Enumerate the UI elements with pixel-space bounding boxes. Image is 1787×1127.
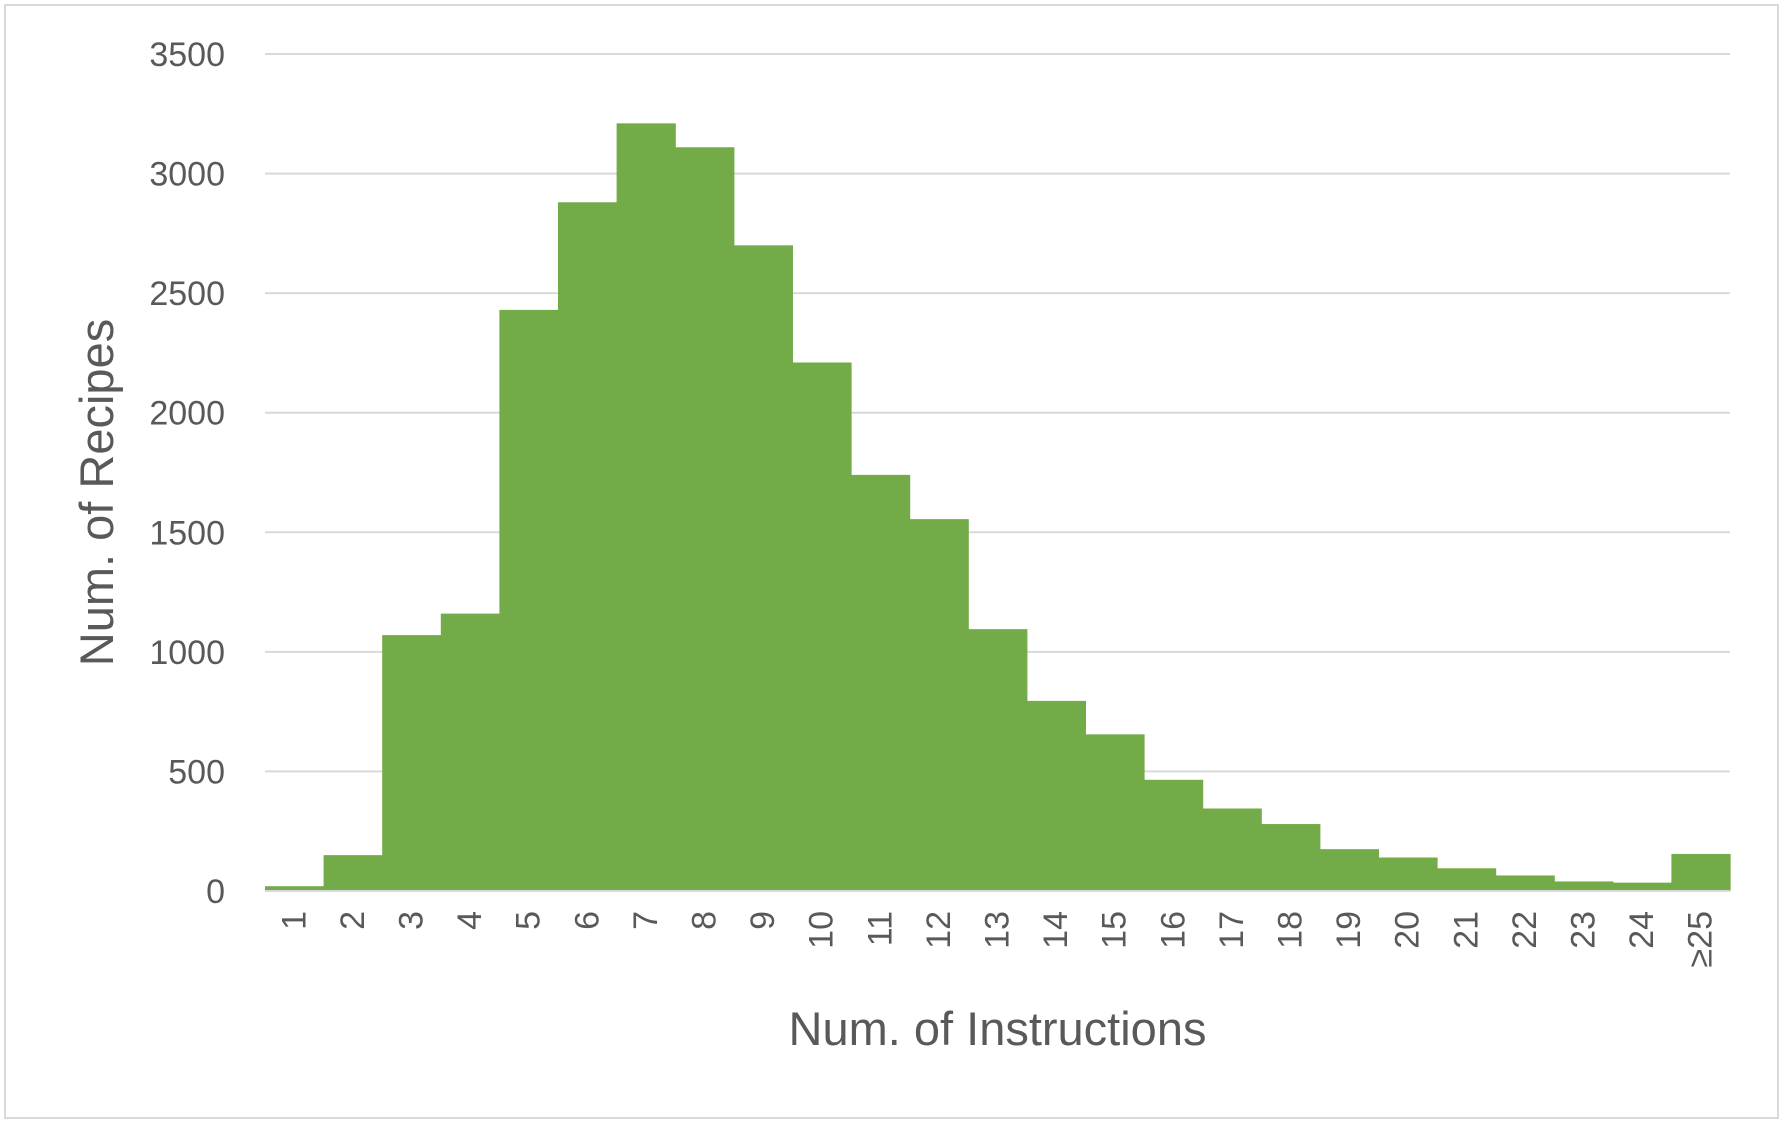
x-tick-label: 19 [1330, 911, 1368, 949]
bar [1144, 779, 1204, 891]
y-tick-label: 1500 [149, 514, 225, 552]
x-tick-label: 20 [1389, 911, 1427, 949]
x-tick-labels: 1 2 3 4 5 6 7 8 9 10 11 12 13 14 15 16 17 18 19 20 21 22 23 24 ≥… [275, 911, 1719, 967]
y-tick-label: 500 [168, 753, 225, 791]
x-tick-label: 18 [1272, 911, 1310, 949]
x-axis-title: Num. of Instructions [789, 1002, 1207, 1055]
bar [382, 635, 442, 891]
bar [616, 123, 676, 891]
bar [499, 309, 559, 892]
y-tick-label: 3000 [149, 156, 225, 194]
y-tick-label: 0 [206, 873, 225, 911]
bar [909, 519, 969, 891]
x-tick-label: 23 [1565, 911, 1603, 949]
x-tick-label: 24 [1623, 911, 1661, 949]
x-tick-label: 7 [627, 911, 665, 930]
bars [265, 123, 1731, 892]
bar [1437, 868, 1497, 891]
y-tick-label: 3500 [149, 36, 225, 74]
y-tick-label: 2000 [149, 395, 225, 433]
x-tick-label: 17 [1213, 911, 1251, 949]
x-tick-label: 11 [861, 911, 899, 946]
bar [558, 202, 618, 892]
x-tick-label: 22 [1506, 911, 1544, 949]
x-tick-label: 10 [803, 911, 841, 949]
y-tick-labels: 0 500 1000 1500 2000 2500 3000 3500 [149, 36, 225, 911]
bar [1026, 700, 1086, 891]
bar [1319, 849, 1379, 891]
x-tick-label: 2 [334, 911, 372, 930]
bar [265, 886, 325, 891]
bar [323, 855, 383, 891]
x-tick-label: 4 [451, 911, 489, 930]
bar [1495, 875, 1555, 891]
x-tick-label: 16 [1154, 911, 1192, 949]
bar [440, 613, 500, 891]
x-tick-label: 13 [979, 911, 1017, 949]
y-tick-label: 1000 [149, 634, 225, 672]
bar [851, 474, 911, 891]
bar [1671, 853, 1731, 891]
bar [1085, 734, 1145, 891]
bar [968, 629, 1028, 891]
bar [1261, 824, 1321, 891]
x-tick-label: 6 [568, 911, 606, 930]
x-tick-label: 12 [920, 911, 958, 949]
x-tick-label: 21 [1447, 911, 1485, 949]
x-tick-label: 15 [1096, 911, 1134, 949]
y-tick-label: 2500 [149, 275, 225, 313]
bar [1554, 881, 1614, 891]
bar [1612, 882, 1672, 891]
x-tick-label: ≥25 [1682, 911, 1720, 967]
x-tick-label: 9 [744, 911, 782, 930]
y-axis-title: Num. of Recipes [70, 319, 123, 666]
bar [1378, 857, 1438, 891]
bar [675, 147, 735, 891]
x-tick-label: 1 [275, 911, 313, 930]
bar [792, 362, 852, 892]
x-tick-label: 14 [1037, 911, 1075, 949]
x-tick-label: 3 [393, 911, 431, 930]
bar [1202, 808, 1262, 891]
x-tick-label: 8 [686, 911, 724, 930]
x-tick-label: 5 [510, 911, 548, 930]
bar [733, 245, 793, 892]
